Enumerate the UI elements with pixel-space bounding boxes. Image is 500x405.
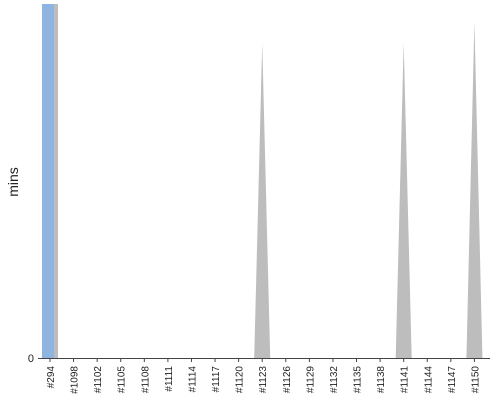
x-tick-label-17: #1147 bbox=[447, 366, 458, 394]
x-tick-label-11: #1129 bbox=[305, 366, 316, 394]
x-tick-label-4: #1108 bbox=[140, 366, 151, 394]
x-tick-label-16: #1144 bbox=[423, 366, 434, 394]
x-tick-label-6: #1114 bbox=[187, 366, 198, 393]
x-tick-label-3: #1105 bbox=[117, 366, 128, 394]
x-tick-label-0: #294 bbox=[46, 366, 57, 389]
x-tick-label-8: #1120 bbox=[235, 366, 246, 394]
area-layer bbox=[42, 4, 483, 358]
x-tick-label-14: #1138 bbox=[376, 366, 387, 394]
x-tick-label-18: #1150 bbox=[470, 366, 481, 394]
series-1-mark-18 bbox=[466, 21, 483, 358]
x-tick-label-5: #1111 bbox=[164, 366, 175, 392]
x-tick-label-1: #1098 bbox=[70, 366, 81, 394]
x-tick-label-12: #1132 bbox=[329, 366, 340, 394]
x-tick-label-9: #1123 bbox=[258, 366, 269, 394]
x-tick-layer: #294 #1098 #1102 #1105 #1108 #1111 #1114 #1117 #… bbox=[46, 358, 481, 394]
series-2-mark-0 bbox=[42, 4, 54, 358]
series-1-mark-15 bbox=[395, 42, 412, 358]
x-tick-label-15: #1141 bbox=[400, 366, 411, 394]
y-axis-label: mins bbox=[5, 167, 21, 197]
x-tick-label-2: #1102 bbox=[93, 366, 104, 394]
x-tick-label-13: #1135 bbox=[353, 366, 364, 394]
series-1-mark-9 bbox=[254, 42, 271, 358]
x-tick-label-7: #1117 bbox=[211, 366, 222, 393]
x-tick-label-10: #1126 bbox=[282, 366, 293, 394]
y-tick-layer: 0 bbox=[28, 353, 34, 365]
y-tick-label-0: 0 bbox=[28, 353, 34, 365]
